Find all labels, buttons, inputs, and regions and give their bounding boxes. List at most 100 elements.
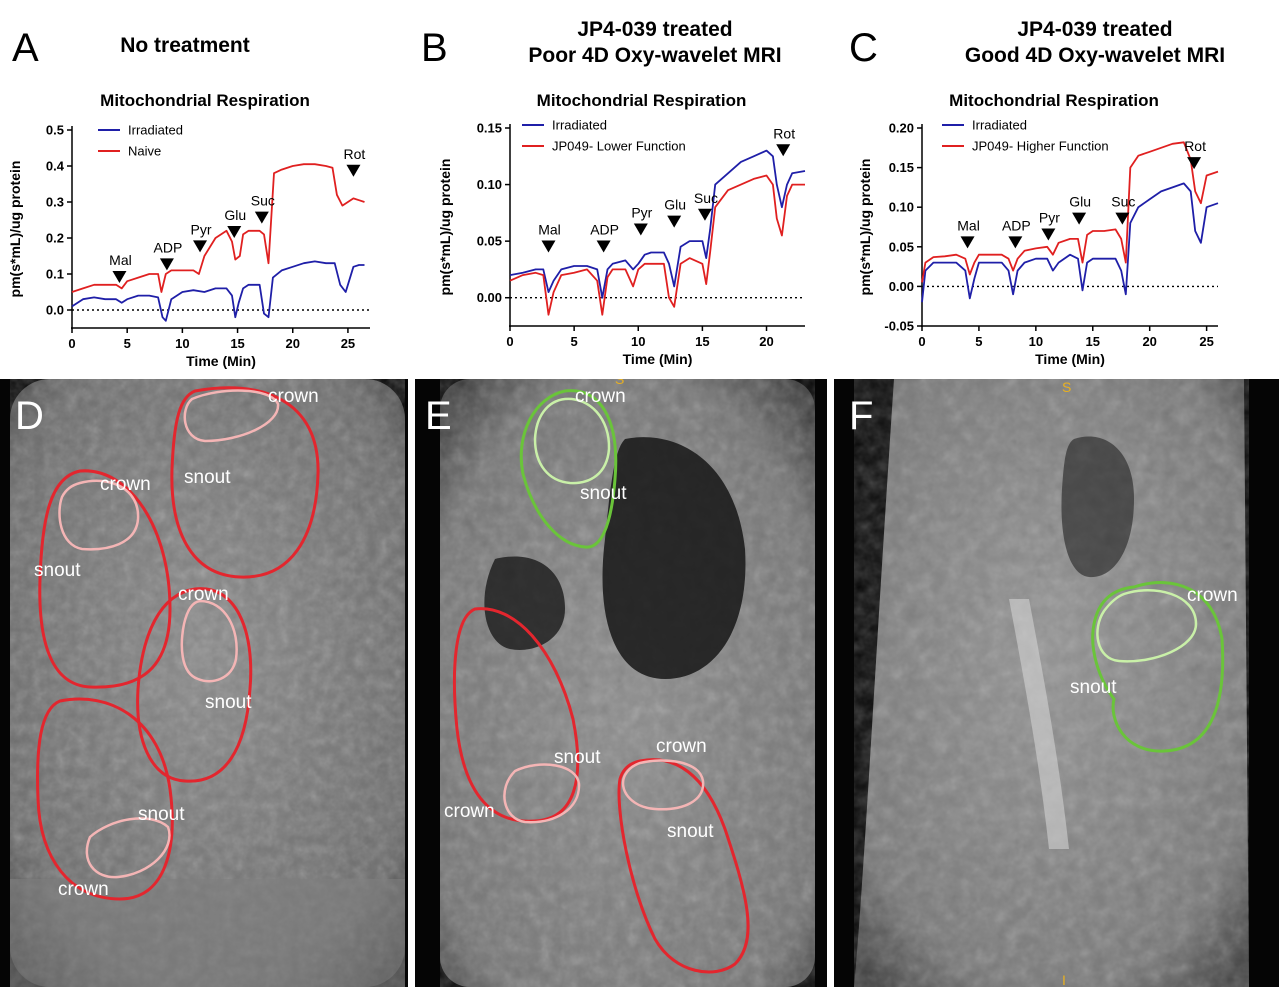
roi-outline xyxy=(617,758,750,974)
x-tick-label: 5 xyxy=(975,334,982,349)
annotation-arrow xyxy=(112,271,127,283)
chart-a: Mitochondrial Respiration 0.0 0.1 0.2 0.3 0.4… xyxy=(7,91,370,369)
mri-f-spine xyxy=(1009,599,1069,849)
roi-label-crown: crown xyxy=(444,801,495,822)
x-tick-label: 10 xyxy=(175,336,189,351)
annotation-label: Mal xyxy=(538,221,561,237)
annotation-arrow xyxy=(1115,212,1130,225)
chart-c: Mitochondrial Respiration -0.05 0.00 0.05 0.… xyxy=(857,91,1219,367)
roi-crown xyxy=(180,599,238,683)
orientation-marker-top: S xyxy=(1062,379,1071,395)
panel-letter-f: F xyxy=(849,394,873,438)
panel-letter-d: D xyxy=(15,394,44,438)
x-tick-label: 0 xyxy=(506,334,513,349)
series-line-jp049-lower-function xyxy=(509,174,805,316)
annotation-arrow xyxy=(541,240,556,253)
y-tick-label: 0.15 xyxy=(477,121,502,136)
roi-outline xyxy=(170,386,320,579)
panel-c-heading-line-1: JP4-039 treated xyxy=(1017,18,1173,41)
y-tick-label: -0.05 xyxy=(884,319,914,334)
roi-label-crown: crown xyxy=(656,736,707,757)
mri-panel-f: crown snout S I F xyxy=(834,379,1279,987)
annotation-label: ADP xyxy=(154,239,183,255)
annotation-label: Suc xyxy=(694,190,718,206)
roi-label-snout: snout xyxy=(667,821,714,842)
series-line-naive xyxy=(71,163,365,293)
roi-outline xyxy=(36,697,174,901)
series-line-irradiated xyxy=(71,260,365,322)
y-tick-label: 0.10 xyxy=(477,177,502,192)
x-tick-label: 10 xyxy=(1029,334,1043,349)
y-tick-label: 0.20 xyxy=(889,121,914,136)
legend-label: Irradiated xyxy=(552,118,607,133)
annotation-arrow xyxy=(254,211,269,224)
series-line-jp049-higher-function xyxy=(921,141,1219,283)
roi-outline xyxy=(136,587,253,783)
annotation-label: Mal xyxy=(109,252,132,268)
annotation-arrow xyxy=(1187,157,1202,170)
panel-letter-e: E xyxy=(425,394,452,438)
panel-letter-b: B xyxy=(421,26,448,70)
x-tick-label: 5 xyxy=(571,334,578,349)
y-tick-label: 0.0 xyxy=(46,303,64,318)
annotation-arrow xyxy=(227,226,242,238)
annotation-label: ADP xyxy=(1002,217,1031,233)
mri-panel-e: crown snout snout crown crown snout S E xyxy=(415,379,827,987)
annotation-arrow xyxy=(776,144,791,157)
x-tick-label: 20 xyxy=(759,334,773,349)
roi-label-crown: crown xyxy=(100,474,151,495)
annotation-arrow xyxy=(346,164,361,177)
roi-label-snout: snout xyxy=(1070,677,1117,698)
x-tick-label: 15 xyxy=(695,334,709,349)
chart-title: Mitochondrial Respiration xyxy=(949,91,1159,110)
y-tick-label: 0.2 xyxy=(46,231,64,246)
annotation-arrow xyxy=(596,240,611,253)
roi-label-snout: snout xyxy=(184,467,231,488)
annotation-label: Rot xyxy=(773,125,795,141)
orientation-marker-bottom: I xyxy=(1062,972,1066,987)
annotation-arrow xyxy=(1041,228,1056,241)
panel-b-heading-line-2: Poor 4D Oxy-wavelet MRI xyxy=(528,44,782,67)
x-tick-label: 25 xyxy=(341,336,355,351)
legend-label: JP049- Higher Function xyxy=(972,139,1109,154)
legend-label: Irradiated xyxy=(128,123,183,138)
annotation-label: Pyr xyxy=(191,221,212,237)
roi-label-crown: crown xyxy=(178,584,229,605)
roi-label-snout: snout xyxy=(580,483,627,504)
annotation-arrow xyxy=(1008,236,1023,249)
x-tick-label: 20 xyxy=(1142,334,1156,349)
roi-label-crown: crown xyxy=(575,386,626,407)
roi-label-snout: snout xyxy=(205,692,252,713)
y-tick-label: 0.5 xyxy=(46,123,64,138)
annotation-arrow xyxy=(159,258,174,271)
legend-label: JP049- Lower Function xyxy=(552,139,686,154)
mri-panel-d: crown snout crown snout crown snout snou… xyxy=(0,379,408,987)
annotation-arrow xyxy=(633,223,648,236)
roi-outline xyxy=(38,469,172,689)
panel-letter-a: A xyxy=(12,26,39,70)
annotation-arrow xyxy=(193,240,208,253)
roi-crown xyxy=(621,759,705,811)
x-tick-label: 10 xyxy=(631,334,645,349)
annotation-label: Glu xyxy=(664,197,686,213)
roi-label-crown: crown xyxy=(268,386,319,407)
roi-label-snout: snout xyxy=(34,560,81,581)
annotation-label: ADP xyxy=(590,221,619,237)
y-axis-label: pm(s*mL)/ug protein xyxy=(437,159,453,296)
annotation-label: Pyr xyxy=(631,204,652,220)
chart-title: Mitochondrial Respiration xyxy=(100,91,310,110)
annotation-label: Glu xyxy=(224,207,246,223)
chart-b: Mitochondrial Respiration 0.00 0.05 0.10 0.1… xyxy=(437,91,806,367)
y-tick-label: 0.00 xyxy=(477,290,502,305)
panel-b-heading: JP4-039 treated Poor 4D Oxy-wavelet MRI xyxy=(490,17,820,69)
chart-title: Mitochondrial Respiration xyxy=(537,91,747,110)
annotation-arrow xyxy=(697,208,712,221)
y-tick-label: 0.4 xyxy=(46,159,65,174)
series-line-irradiated xyxy=(509,149,806,299)
annotation-label: Rot xyxy=(344,146,366,162)
roi-outline xyxy=(519,389,618,549)
y-tick-label: 0.15 xyxy=(889,160,914,175)
x-tick-label: 5 xyxy=(124,336,131,351)
panel-c-heading: JP4-039 treated Good 4D Oxy-wavelet MRI xyxy=(930,17,1260,69)
roi-label-crown: crown xyxy=(1187,585,1238,606)
